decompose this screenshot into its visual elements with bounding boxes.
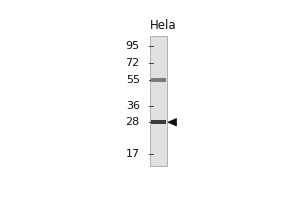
Bar	[150, 36, 167, 166]
Text: 72: 72	[126, 58, 140, 68]
Polygon shape	[168, 118, 176, 126]
Text: Hela: Hela	[150, 19, 176, 32]
Text: 36: 36	[126, 101, 140, 111]
Bar	[151, 120, 166, 124]
Text: 28: 28	[126, 117, 140, 127]
Text: 95: 95	[126, 41, 140, 51]
Bar	[151, 78, 166, 82]
Text: 17: 17	[126, 149, 140, 159]
Text: 55: 55	[126, 75, 140, 85]
